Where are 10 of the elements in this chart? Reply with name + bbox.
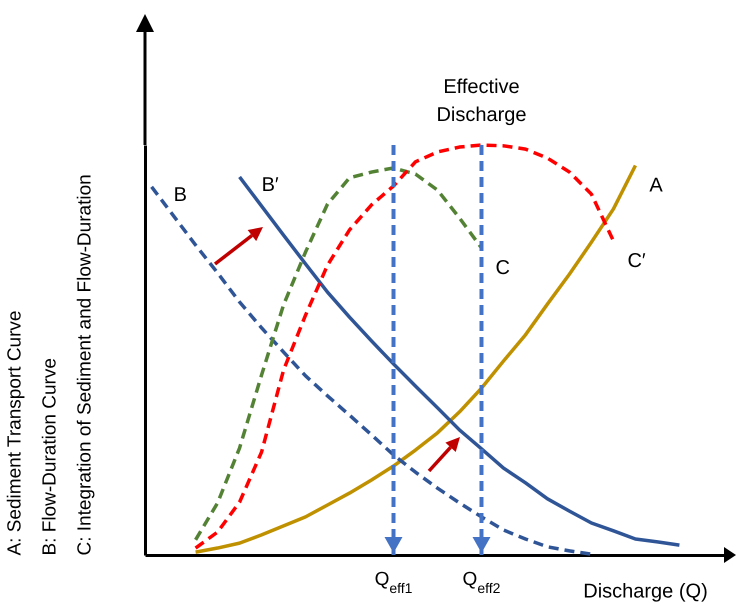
x-tick-label: Q$_{eff2}$	[462, 569, 501, 596]
series-label: B′	[262, 174, 279, 196]
series-label: C	[495, 256, 510, 279]
x-axis-title: Discharge (Q)	[583, 580, 708, 602]
text: Effective Discharge	[436, 76, 527, 126]
x-tick-label: Q$_{eff1}$	[374, 569, 413, 596]
y-axis-title: A: Sediment Transport Curve B: Flow-Duration Curve C: Integration of Sediment and Flow-Duration	[4, 174, 96, 556]
series-label: A	[649, 174, 664, 196]
series-label: C′	[627, 250, 646, 272]
series-label: B	[174, 184, 187, 206]
